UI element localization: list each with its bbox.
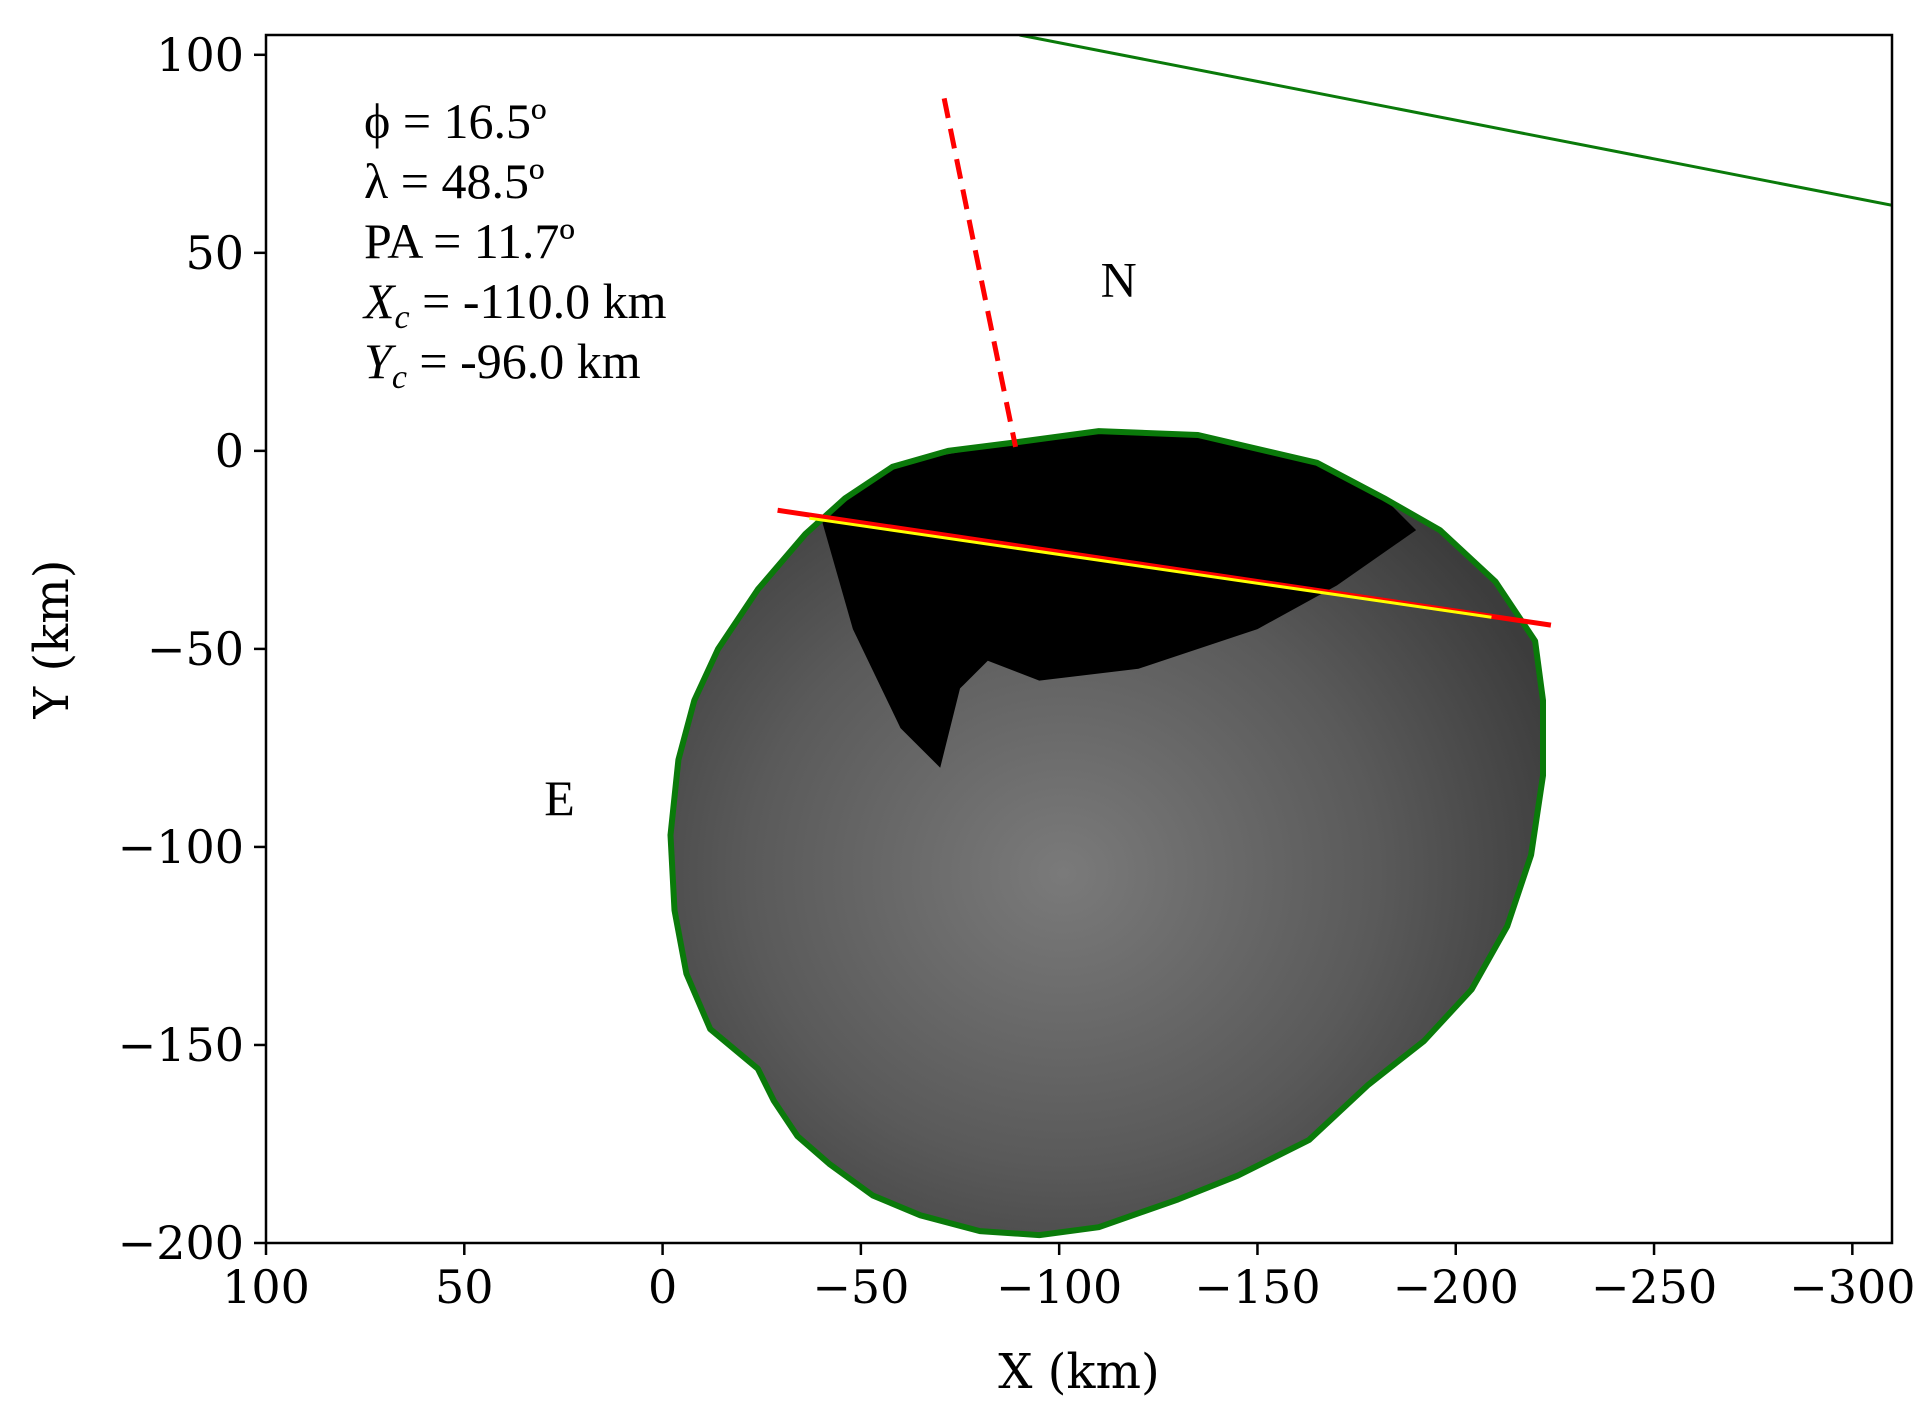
lambda-annotation: λ = 48.5º [364,153,544,209]
y-tick-label: 50 [185,226,244,280]
y-tick-label: 100 [156,28,244,82]
y-tick-label: −50 [147,622,244,676]
yc-symbol: Y [364,333,397,389]
chord-upper-line [1019,35,1892,207]
x-tick-label: −200 [1393,1260,1519,1314]
x-tick-label: 0 [648,1260,677,1314]
y-tick-label: −200 [118,1216,244,1270]
xc-value: = -110.0 km [410,273,667,329]
pa-annotation: PA = 11.7º [364,213,575,269]
xc-subscript: c [395,299,410,336]
x-tick-label: −250 [1591,1260,1717,1314]
y-axis-label: Y (km) [24,560,80,720]
x-tick-label: 100 [222,1260,310,1314]
x-tick-label: −150 [1194,1260,1320,1314]
direction-labels: NE [544,251,1137,826]
y-tick-label: 0 [215,424,244,478]
y-tick-label: −150 [118,1018,244,1072]
direction-label-n: N [1101,251,1137,307]
x-tick-label: 50 [435,1260,494,1314]
x-tick-label: −50 [812,1260,909,1314]
plot-frame [264,33,1894,1245]
yc-value: = -96.0 km [407,333,641,389]
yellow-chord-line [809,516,1492,619]
yc-annotation: Yc = -96.0 km [364,333,641,396]
pole-axis-line [941,97,1018,448]
x-tick-label: −100 [996,1260,1122,1314]
y-tick-label: −100 [118,820,244,874]
phi-annotation: ϕ = 16.5º [364,93,547,149]
yc-subscript: c [392,359,407,396]
shadow-region [821,431,1417,768]
direction-label-e: E [544,770,575,826]
xc-symbol: X [362,273,397,329]
x-axis-label: X (km) [998,1344,1159,1400]
x-tick-label: −300 [1789,1260,1915,1314]
parameter-annotations: ϕ = 16.5º λ = 48.5º PA = 11.7º Xc = -110… [362,93,667,396]
axis-ticks: 100 50 0 −50 −100 −150 −200 −250 −300 100 50 0 −50 −1… [118,28,1916,1314]
plot-area [667,35,1892,1239]
asteroid-limb [667,428,1546,1239]
xc-annotation: Xc = -110.0 km [362,273,667,336]
